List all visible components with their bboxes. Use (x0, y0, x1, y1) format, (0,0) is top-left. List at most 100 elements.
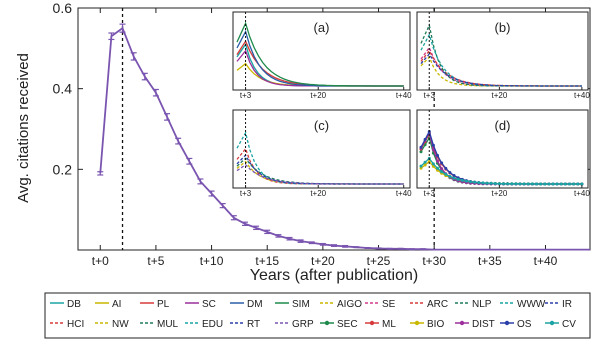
y-tick-label: 0.2 (53, 161, 73, 177)
legend-marker (369, 320, 375, 326)
inset-series-marker (502, 182, 505, 186)
legend-marker (324, 320, 330, 326)
legend-entry: ARC (410, 299, 448, 310)
x-tick-label: t+35 (478, 254, 502, 268)
inset-x-tick-label: t+3 (240, 91, 252, 100)
x-axis-label: Years (after publication) (250, 267, 418, 284)
legend-marker (504, 320, 510, 326)
inset-series-marker (563, 182, 567, 186)
inset-series-marker (448, 174, 452, 178)
legend-label: EDU (202, 319, 223, 330)
legend-entry: OS (500, 319, 532, 330)
legend-label: CV (562, 319, 576, 330)
legend-label: BIO (427, 319, 444, 330)
inset-series-marker (555, 182, 559, 186)
inset-series-marker (436, 166, 439, 170)
inset-series-marker (568, 182, 571, 186)
legend-label: MUL (157, 319, 179, 330)
legend-entry: WWW (500, 299, 546, 310)
x-tick-label: t+40 (534, 254, 558, 268)
inset-series-marker (473, 180, 477, 184)
inset-x-tick-label: t+3 (424, 189, 436, 198)
inset-series-marker (506, 182, 510, 186)
legend-label: GRP (292, 319, 314, 330)
legend-label: OS (517, 319, 532, 330)
inset-series-marker (423, 163, 427, 167)
inset-series-marker (514, 182, 518, 186)
legend-entry: RT (230, 319, 260, 330)
legend-entry: HCI (50, 319, 84, 330)
legend-entry: SC (185, 299, 216, 310)
inset-series-marker (497, 182, 501, 186)
inset-x-tick-label: t+40 (396, 91, 412, 100)
inset-series-line (420, 52, 582, 87)
inset-series-marker (440, 167, 444, 171)
legend-entry: CV (545, 319, 576, 330)
inset-series-marker (551, 182, 555, 186)
inset-series-marker (580, 182, 584, 186)
x-tick-label: t+5 (147, 254, 164, 268)
legend-label: PL (157, 299, 170, 310)
legend-entry: DIST (455, 319, 495, 330)
legend-label: RT (247, 319, 260, 330)
x-tick-label: t+20 (311, 254, 335, 268)
x-tick-label: t+0 (92, 254, 109, 268)
inset-series-marker (539, 182, 543, 186)
legend-entry: AIGO (320, 299, 362, 310)
legend-label: HCI (67, 319, 84, 330)
x-tick-label: t+10 (200, 254, 224, 268)
inset-series-marker (530, 182, 534, 186)
legend-label: DIST (472, 319, 495, 330)
inset-series-marker (510, 182, 514, 186)
legend: DB AI PL SC DM SIM AIGO SE ARC NLP WWW IR HCI NW MUL ED… (50, 299, 576, 330)
inset-panel: (b) t+3 t+20 t+40 (416, 11, 590, 100)
legend-entry: DM (230, 299, 263, 310)
legend-entry: BIO (410, 319, 444, 330)
inset-series-marker (456, 177, 460, 181)
legend-label: DM (247, 299, 263, 310)
inset-title: (c) (314, 118, 329, 133)
inset-panel: (c) t+3 t+20 t+40 (232, 109, 412, 198)
inset-series-marker (448, 171, 452, 174)
inset-series-marker (452, 174, 456, 177)
inset-x-tick-label: t+20 (491, 189, 507, 198)
inset-x-tick-label: t+3 (424, 91, 436, 100)
legend-label: ML (382, 319, 396, 330)
y-tick-label: 0.6 (53, 0, 73, 16)
legend-label: NLP (472, 299, 492, 310)
x-tick-label: t+25 (367, 254, 391, 268)
inset-frame (416, 11, 589, 91)
inset-series-marker (419, 150, 423, 154)
inset-frame (416, 109, 589, 189)
legend-box (44, 292, 591, 339)
legend-entry: GRP (275, 319, 314, 330)
legend-label: SIM (292, 299, 310, 310)
y-axis-label: Avg. citations received (15, 53, 32, 203)
inset-title: (a) (314, 20, 330, 35)
inset-series-marker (489, 181, 493, 185)
main-axis-ticks: 0.2 0.4 0.6 t+0 t+5 t+10 t+15 t+20 t+25 t+30 t+35 t… (53, 0, 590, 268)
inset-series-marker (427, 160, 431, 164)
inset-x-tick-label: t+20 (310, 91, 326, 100)
y-tick-label: 0.4 (53, 81, 73, 97)
legend-entry: NW (95, 319, 129, 330)
inset-series-marker (419, 145, 423, 149)
inset-series-marker (535, 182, 538, 186)
legend-entry: MUL (140, 319, 179, 330)
inset-x-tick-label: t+3 (240, 189, 252, 198)
legend-entry: NLP (455, 299, 492, 310)
inset-series-marker (464, 179, 468, 183)
inset-series-line (236, 154, 404, 185)
legend-marker (414, 320, 420, 326)
legend-marker (549, 320, 555, 326)
inset-series-marker (543, 182, 547, 186)
legend-entry: SE (365, 299, 396, 310)
inset-series-marker (477, 181, 481, 185)
legend-entry: SEC (320, 319, 358, 330)
x-tick-label: t+30 (422, 254, 446, 268)
inset-series-marker (419, 164, 423, 168)
inset-series-marker (431, 143, 435, 147)
inset-series-marker (436, 153, 439, 157)
x-tick-label: t+15 (255, 254, 279, 268)
